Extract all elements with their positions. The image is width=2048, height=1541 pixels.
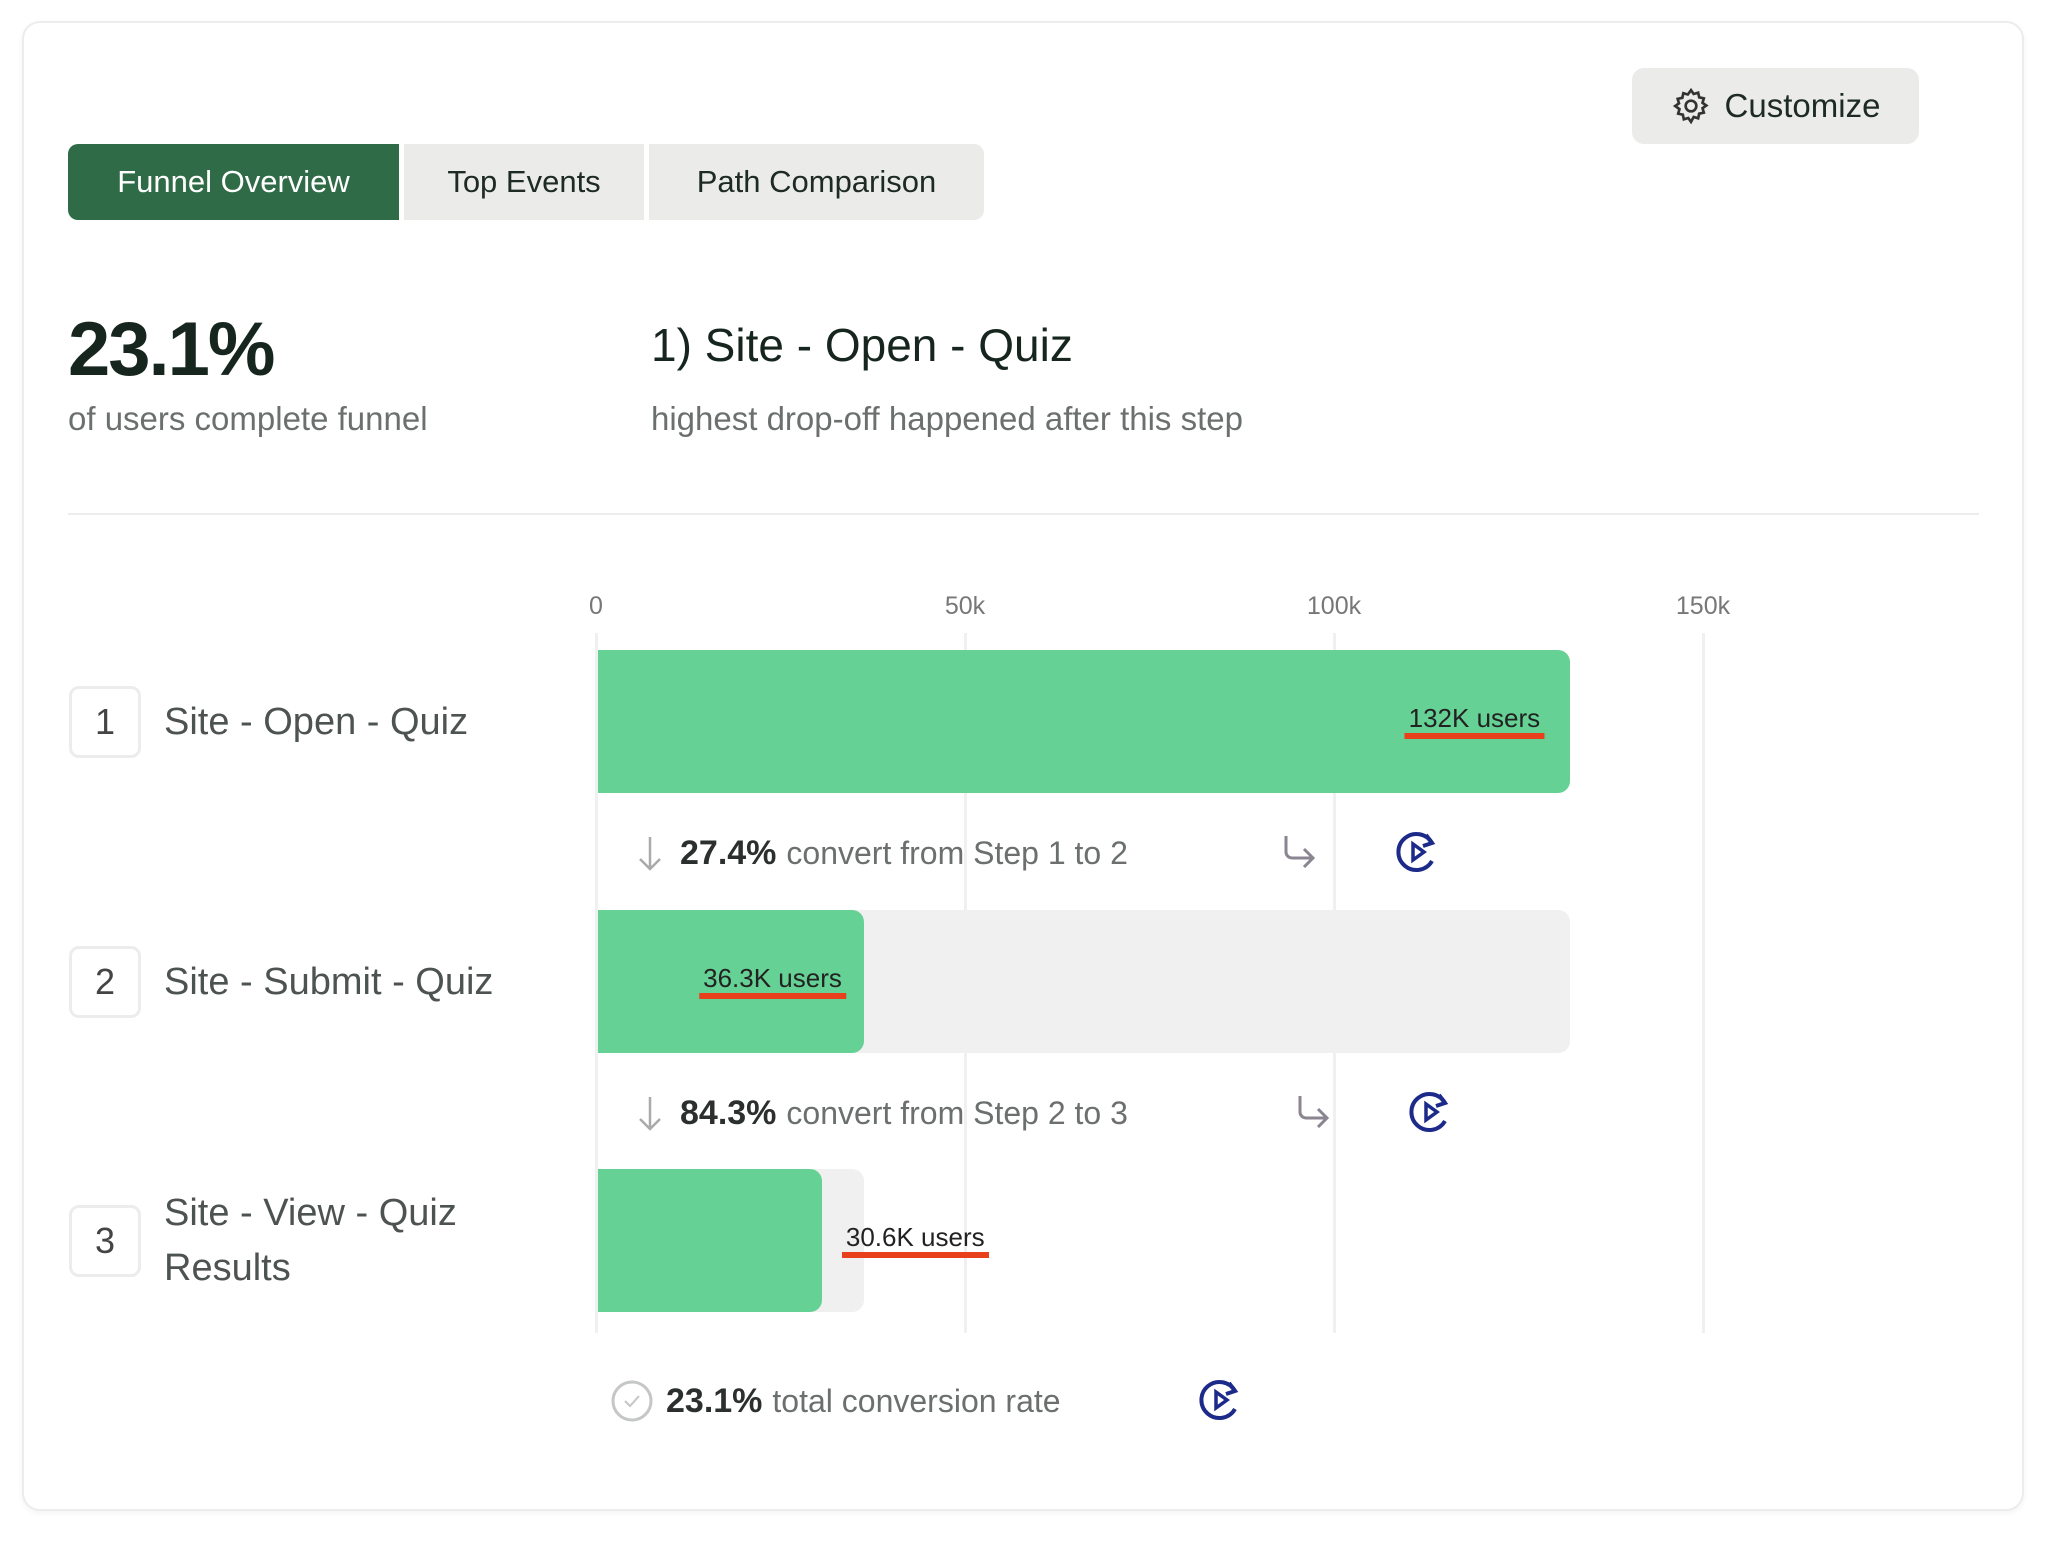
- gridline: [1702, 633, 1705, 1333]
- bar-value-label-step-3: 30.6K users: [841, 1222, 989, 1258]
- conversion-text-1: convert from Step 1 to 2: [786, 834, 1128, 871]
- replay-icon[interactable]: [1407, 1089, 1453, 1135]
- completion-rate: 23.1%: [68, 307, 275, 392]
- x-tick-label: 0: [589, 592, 603, 620]
- funnel-card: [22, 21, 2024, 1511]
- replay-icon[interactable]: [1394, 829, 1440, 875]
- x-tick-label: 50k: [944, 592, 986, 620]
- conversion-text-2: convert from Step 2 to 3: [786, 1094, 1128, 1131]
- customize-label: Customize: [1724, 87, 1881, 124]
- x-tick-label: 150k: [1675, 592, 1731, 620]
- step-number-3: 3: [69, 1205, 141, 1277]
- gear-icon: [1671, 86, 1711, 126]
- dropoff-caption: highest drop-off happened after this ste…: [651, 400, 1243, 437]
- tab-funnel-overview[interactable]: Funnel Overview: [68, 144, 399, 220]
- tab-top-events[interactable]: Top Events: [404, 144, 644, 220]
- total-conversion-rate: 23.1%: [666, 1381, 763, 1420]
- step-label-1: Site - Open - Quiz: [164, 701, 469, 743]
- customize-button[interactable]: Customize: [1632, 68, 1919, 144]
- check-circle-icon: [610, 1379, 654, 1423]
- bar-value-label-step-1: 132K users: [1404, 703, 1545, 739]
- bar-value-label-step-2: 36.3K users: [699, 963, 846, 999]
- replay-icon[interactable]: [1197, 1377, 1243, 1423]
- step-label-2: Site - Submit - Quiz: [164, 961, 494, 1003]
- arrow-down-icon: [630, 833, 670, 873]
- conversion-rate-2: 84.3%: [680, 1093, 777, 1132]
- x-tick-label: 100k: [1306, 592, 1362, 620]
- bar-step-3[interactable]: [598, 1169, 822, 1312]
- completion-caption: of users complete funnel: [68, 400, 428, 437]
- gridline: [595, 633, 598, 1333]
- step-label-3: Site - View - Quiz Results: [164, 1192, 457, 1289]
- bar-step-1[interactable]: [598, 650, 1571, 793]
- arrow-down-icon: [630, 1093, 670, 1133]
- bar-step-2[interactable]: [598, 910, 864, 1053]
- total-conversion-row: 23.1% total conversion rate: [610, 1379, 1061, 1423]
- reroute-arrow-icon[interactable]: [1280, 834, 1316, 868]
- tab-path-comparison[interactable]: Path Comparison: [649, 144, 984, 220]
- dropoff-step: 1) Site - Open - Quiz: [651, 319, 1073, 371]
- step-number-1: 1: [69, 686, 141, 758]
- divider: [68, 513, 1979, 515]
- conversion-rate-1: 27.4%: [680, 833, 777, 872]
- reroute-arrow-icon[interactable]: [1294, 1094, 1330, 1128]
- conversion-row-1: 27.4% convert from Step 1 to 2: [630, 833, 1128, 873]
- total-conversion-text: total conversion rate: [772, 1382, 1061, 1419]
- conversion-row-2: 84.3% convert from Step 2 to 3: [630, 1093, 1128, 1133]
- step-number-2: 2: [69, 946, 141, 1018]
